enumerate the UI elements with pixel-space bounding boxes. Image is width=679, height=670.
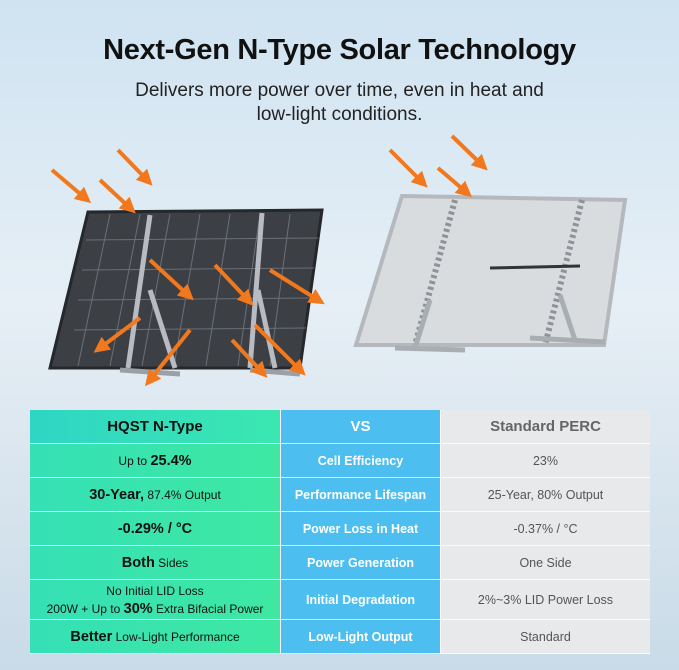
perc-cell: 23%	[441, 444, 650, 478]
header-row: HQST N-Type VS Standard PERC	[30, 410, 650, 444]
panel-illustration	[48, 134, 628, 387]
perc-cell: -0.37% / °C	[441, 512, 650, 546]
row: 30-Year, 87.4% Output Performance Lifesp…	[30, 478, 650, 512]
hqst-cell: Better Low-Light Performance	[30, 620, 280, 654]
row: Up to 25.4% Cell Efficiency 23%	[30, 444, 650, 478]
text-line: 200W + Up to 30% Extra Bifacial Power	[47, 600, 264, 618]
metric-cell: Power Loss in Heat	[280, 512, 441, 546]
highlight: -0.29% / °C	[117, 520, 193, 537]
perc-cell: One Side	[441, 546, 650, 580]
subtitle: low-light conditions.	[256, 104, 423, 125]
highlight: Both	[121, 554, 155, 571]
highlight: Better	[70, 628, 113, 645]
highlight: 25.4%	[150, 452, 192, 469]
highlight: 30-Year,	[89, 486, 145, 503]
comparison-table: HQST N-Type VS Standard PERC Up to 25.4%…	[30, 410, 650, 654]
hqst-cell: -0.29% / °C	[30, 512, 280, 546]
title: Next-Gen N-Type Solar Technology	[103, 34, 576, 66]
metric-cell: Power Generation	[280, 546, 441, 580]
row: No Initial LID Loss 200W + Up to 30% Ext…	[30, 580, 650, 620]
hqst-cell: Both Sides	[30, 546, 280, 580]
column-header: VS	[280, 410, 441, 444]
column-header: Standard PERC	[441, 410, 650, 444]
text: Sides	[158, 555, 189, 570]
perc-cell: Standard	[441, 620, 650, 654]
text: 200W + Up to	[46, 601, 121, 616]
hqst-cell: No Initial LID Loss 200W + Up to 30% Ext…	[30, 580, 280, 620]
text: 87.4% Output	[147, 487, 221, 502]
metric-cell: Low-Light Output	[280, 620, 441, 654]
text: Low-Light Performance	[115, 629, 240, 644]
text: No Initial LID Loss	[106, 583, 204, 598]
highlight: 30%	[123, 600, 153, 617]
column-header: HQST N-Type	[30, 410, 280, 444]
row: Better Low-Light Performance Low-Light O…	[30, 620, 650, 654]
perc-cell: 2%~3% LID Power Loss	[441, 580, 650, 620]
row: Both Sides Power Generation One Side	[30, 546, 650, 580]
subtitle: Delivers more power over time, even in h…	[135, 80, 544, 101]
metric-cell: Cell Efficiency	[280, 444, 441, 478]
hqst-cell: Up to 25.4%	[30, 444, 280, 478]
text: Up to	[118, 453, 148, 468]
row: -0.29% / °C Power Loss in Heat -0.37% / …	[30, 512, 650, 546]
text: Extra Bifacial Power	[156, 601, 264, 616]
hqst-cell: 30-Year, 87.4% Output	[30, 478, 280, 512]
perc-cell: 25-Year, 80% Output	[441, 478, 650, 512]
metric-cell: Initial Degradation	[280, 580, 441, 620]
metric-cell: Performance Lifespan	[280, 478, 441, 512]
